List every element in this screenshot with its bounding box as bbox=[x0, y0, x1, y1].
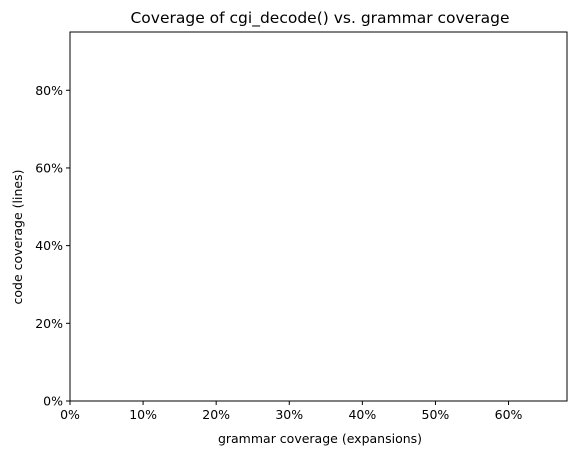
y-tick-label: 0% bbox=[43, 394, 63, 409]
y-tick-label: 60% bbox=[35, 160, 63, 175]
x-axis-label: grammar coverage (expansions) bbox=[218, 431, 422, 446]
x-axis-ticks: 0% 10% 20% 30% 40% 50% 60% bbox=[60, 401, 523, 422]
y-tick-label: 20% bbox=[35, 316, 63, 331]
y-tick-label: 40% bbox=[35, 238, 63, 253]
x-tick-label: 10% bbox=[129, 407, 157, 422]
y-tick-label: 80% bbox=[35, 83, 63, 98]
y-axis-ticks: 0% 20% 40% 60% 80% bbox=[35, 83, 70, 409]
x-tick-label: 30% bbox=[275, 407, 303, 422]
x-tick-label: 60% bbox=[495, 407, 523, 422]
x-tick-label: 20% bbox=[202, 407, 230, 422]
plot-frame bbox=[69, 31, 568, 402]
plot-area bbox=[69, 31, 568, 402]
chart-title: Coverage of cgi_decode() vs. grammar cov… bbox=[130, 9, 509, 28]
y-axis-label: code coverage (lines) bbox=[10, 170, 25, 305]
x-tick-label: 0% bbox=[60, 407, 80, 422]
x-tick-label: 40% bbox=[348, 407, 376, 422]
x-tick-label: 50% bbox=[422, 407, 450, 422]
